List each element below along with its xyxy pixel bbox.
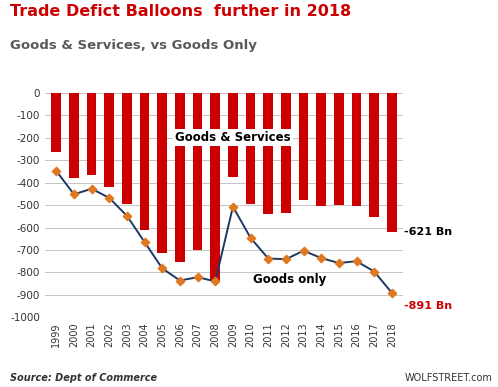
Point	[229, 204, 237, 210]
Bar	[157, 93, 167, 253]
Bar	[87, 93, 97, 175]
Text: Source: Dept of Commerce: Source: Dept of Commerce	[10, 373, 157, 383]
Point	[264, 255, 272, 262]
Point	[317, 255, 325, 261]
Text: Goods & Services, vs Goods Only: Goods & Services, vs Goods Only	[10, 39, 257, 52]
Bar	[299, 93, 308, 200]
Bar	[316, 93, 326, 206]
Point	[70, 191, 78, 197]
Bar	[246, 93, 255, 204]
Text: -621 Bn: -621 Bn	[404, 227, 452, 237]
Bar	[263, 93, 273, 214]
Text: Trade Defict Balloons  further in 2018: Trade Defict Balloons further in 2018	[10, 4, 351, 19]
Bar	[334, 93, 344, 205]
Bar	[105, 93, 114, 187]
Point	[282, 256, 290, 262]
Bar	[281, 93, 291, 213]
Point	[335, 260, 343, 266]
Point	[370, 269, 378, 275]
Point	[247, 235, 254, 241]
Point	[88, 186, 96, 192]
Bar	[228, 93, 238, 177]
Point	[158, 265, 166, 272]
Point	[388, 290, 396, 296]
Bar	[140, 93, 149, 230]
Bar	[387, 93, 397, 232]
Point	[176, 277, 184, 284]
Bar	[69, 93, 79, 178]
Bar	[370, 93, 379, 217]
Bar	[175, 93, 185, 262]
Bar	[122, 93, 132, 204]
Bar	[211, 93, 220, 281]
Bar	[51, 93, 61, 152]
Point	[105, 195, 113, 201]
Point	[123, 213, 131, 219]
Text: Goods & Services: Goods & Services	[175, 131, 291, 144]
Point	[353, 258, 361, 264]
Point	[140, 239, 148, 245]
Point	[211, 278, 219, 284]
Point	[52, 168, 60, 174]
Point	[300, 248, 308, 254]
Text: WOLFSTREET.com: WOLFSTREET.com	[405, 373, 493, 383]
Bar	[193, 93, 203, 250]
Point	[194, 274, 202, 280]
Bar	[352, 93, 362, 205]
Text: Goods only: Goods only	[253, 273, 326, 286]
Text: -891 Bn: -891 Bn	[404, 301, 452, 311]
